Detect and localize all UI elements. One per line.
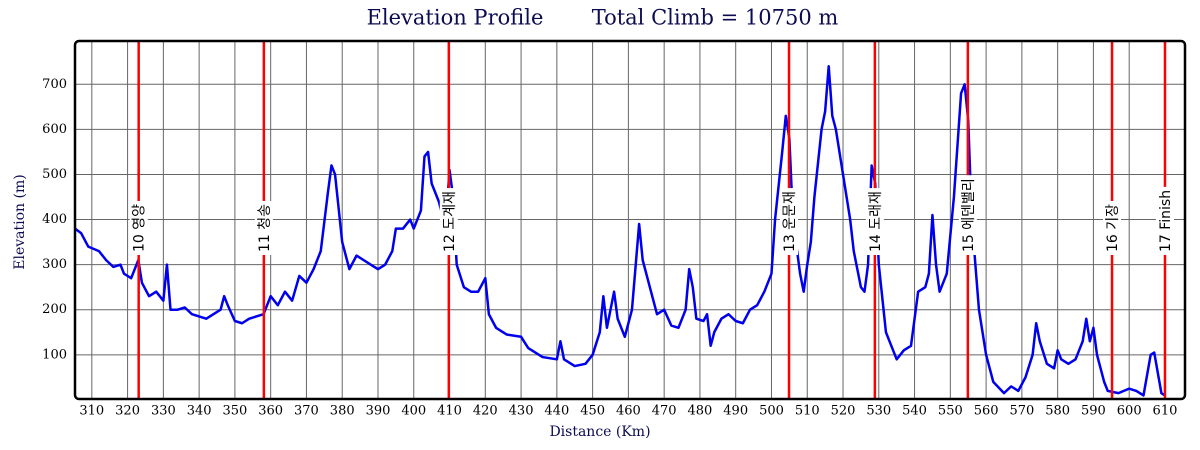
x-tick-label: 360	[258, 404, 283, 419]
x-tick-label: 330	[151, 404, 176, 419]
y-tick-label: 200	[42, 302, 67, 317]
checkpoint-label: 14 도래재	[868, 191, 884, 252]
y-tick-label: 400	[42, 212, 67, 227]
x-tick-label: 590	[1081, 404, 1106, 419]
checkpoint-label-bg	[439, 188, 458, 255]
x-tick-label: 610	[1153, 404, 1178, 419]
y-tick-label: 100	[42, 347, 67, 362]
y-tick-label: 500	[42, 167, 67, 182]
x-tick-label: 600	[1117, 404, 1142, 419]
x-tick-label: 440	[544, 404, 569, 419]
checkpoint-label-bg	[865, 188, 884, 255]
checkpoint-label: 12 도계재	[442, 191, 458, 252]
x-axis-label: Distance (Km)	[549, 424, 650, 440]
x-tick-label: 530	[866, 404, 891, 419]
x-tick-label: 540	[902, 404, 927, 419]
x-tick-label: 310	[79, 404, 104, 419]
checkpoint-label: 16 기장	[1105, 204, 1121, 252]
y-axis-label: Elevation (m)	[12, 174, 28, 269]
x-tick-label: 420	[473, 404, 498, 419]
x-tick-label: 400	[401, 404, 426, 419]
checkpoint-label-bg	[1103, 200, 1122, 255]
chart-title: Elevation Profile	[367, 6, 544, 30]
x-tick-label: 370	[294, 404, 319, 419]
y-tick-label: 300	[42, 257, 67, 272]
x-tick-label: 520	[831, 404, 856, 419]
x-tick-label: 430	[509, 404, 534, 419]
x-tick-label: 560	[974, 404, 999, 419]
x-tick-label: 490	[723, 404, 748, 419]
checkpoint-label: 10 영양	[132, 204, 148, 252]
x-tick-label: 390	[366, 404, 391, 419]
checkpoint-label-bg	[958, 175, 977, 255]
x-tick-label: 340	[187, 404, 212, 419]
x-tick-label: 580	[1045, 404, 1070, 419]
x-tick-label: 510	[795, 404, 820, 419]
checkpoint-label: 11 청송	[257, 204, 273, 252]
x-tick-label: 350	[222, 404, 247, 419]
x-tick-label: 410	[437, 404, 462, 419]
checkpoint-label-bg	[254, 200, 273, 255]
checkpoint-label: 13 운문재	[782, 191, 798, 252]
checkpoint-label-bg	[129, 200, 148, 255]
x-tick-label: 550	[938, 404, 963, 419]
chart-subtitle: Total Climb = 10750 m	[592, 6, 839, 30]
checkpoint-label: 15 에덴밸리	[961, 178, 977, 252]
elevation-line	[74, 64, 1166, 397]
x-tick-label: 570	[1009, 404, 1034, 419]
checkpoint-label-bg	[1155, 186, 1174, 255]
checkpoint-label: 17 Finish	[1158, 190, 1174, 252]
x-tick-label: 500	[759, 404, 784, 419]
x-tick-label: 480	[688, 404, 713, 419]
checkpoint-label-bg	[780, 188, 799, 255]
x-tick-label: 470	[652, 404, 677, 419]
plot-frame	[73, 39, 1187, 401]
y-tick-label: 700	[42, 77, 67, 92]
x-tick-label: 460	[616, 404, 641, 419]
x-tick-label: 320	[115, 404, 140, 419]
y-tick-label: 600	[42, 122, 67, 137]
x-tick-label: 450	[580, 404, 605, 419]
x-tick-label: 380	[330, 404, 355, 419]
